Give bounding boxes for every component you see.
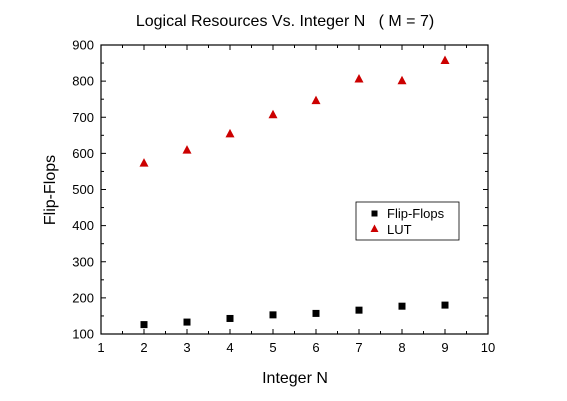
series-flip-flops xyxy=(140,301,449,329)
legend-marker-flip-flops xyxy=(371,210,378,217)
series-lut xyxy=(139,55,450,167)
y-tick-label: 100 xyxy=(72,327,94,342)
data-point-flip-flops xyxy=(226,314,234,322)
plot-area xyxy=(100,44,489,335)
data-point-lut xyxy=(139,158,149,167)
x-tick-label: 5 xyxy=(269,340,276,355)
series-layer xyxy=(139,55,450,329)
y-tick-label: 500 xyxy=(72,182,94,197)
y-tick-label: 700 xyxy=(72,110,94,125)
data-point-flip-flops xyxy=(140,321,148,329)
y-tick-label: 800 xyxy=(72,74,94,89)
x-tick-label: 7 xyxy=(355,340,362,355)
x-tick-label: 8 xyxy=(398,340,405,355)
y-axis-title: Flip-Flops xyxy=(42,155,59,225)
y-axis: 100 200 300 400 500 600 700 800 900 xyxy=(72,38,488,342)
y-tick-label: 400 xyxy=(72,218,94,233)
x-tick-label: 3 xyxy=(183,340,190,355)
data-point-flip-flops xyxy=(312,309,320,317)
data-point-lut xyxy=(182,145,192,154)
legend-box xyxy=(355,201,460,241)
x-tick-label: 4 xyxy=(226,340,233,355)
data-point-lut xyxy=(268,109,278,119)
data-point-flip-flops xyxy=(269,311,277,319)
y-tick-label: 200 xyxy=(72,290,94,305)
y-tick-label: 600 xyxy=(72,146,94,161)
data-point-flip-flops xyxy=(355,306,363,314)
x-tick-label: 9 xyxy=(441,340,448,355)
legend: Flip-Flops LUT xyxy=(355,201,460,241)
data-point-flip-flops xyxy=(398,302,406,310)
x-axis-title: Integer N xyxy=(262,370,328,387)
data-point-flip-flops xyxy=(183,318,191,326)
y-tick-label: 900 xyxy=(72,38,94,53)
x-tick-label: 6 xyxy=(312,340,319,355)
x-tick-label: 10 xyxy=(481,340,495,355)
x-tick-label: 1 xyxy=(97,340,104,355)
data-point-lut xyxy=(440,55,450,65)
legend-label-lut: LUT xyxy=(387,222,412,237)
chart-title: Logical Resources Vs. Integer N ( M = 7) xyxy=(136,13,434,30)
data-point-lut xyxy=(225,128,235,138)
data-point-lut xyxy=(397,75,407,85)
legend-label-flip-flops: Flip-Flops xyxy=(387,206,445,221)
data-point-flip-flops xyxy=(441,301,449,309)
x-tick-label: 2 xyxy=(140,340,147,355)
x-axis: 1 2 3 4 5 6 7 8 9 10 xyxy=(97,45,495,355)
data-point-lut xyxy=(311,95,321,105)
y-tick-label: 300 xyxy=(72,254,94,269)
legend-marker-lut xyxy=(370,224,379,232)
plot-frame xyxy=(100,44,489,335)
data-point-lut xyxy=(354,73,364,83)
